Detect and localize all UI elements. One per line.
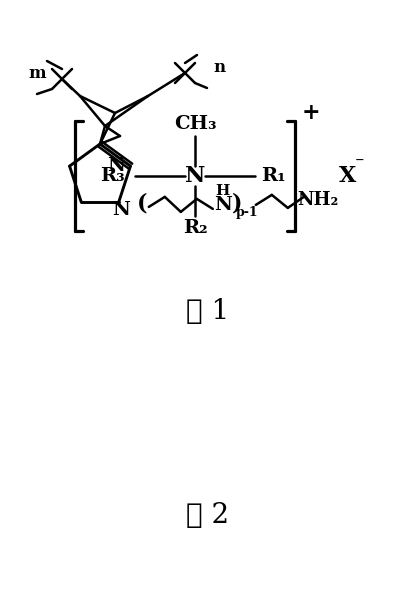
Text: R₃: R₃ xyxy=(100,167,124,185)
Text: 式 1: 式 1 xyxy=(186,298,230,324)
Text: (: ( xyxy=(136,193,147,215)
Text: ⁻: ⁻ xyxy=(355,155,365,173)
Text: +: + xyxy=(301,102,320,124)
Text: CH₃: CH₃ xyxy=(174,115,216,133)
Text: 式 2: 式 2 xyxy=(186,502,230,530)
Text: N: N xyxy=(112,201,130,219)
Text: H: H xyxy=(216,184,230,198)
Text: R₂: R₂ xyxy=(183,219,207,237)
Text: p-1: p-1 xyxy=(236,207,258,219)
Text: N: N xyxy=(185,165,205,187)
Text: n: n xyxy=(213,59,225,76)
Text: X: X xyxy=(339,165,357,187)
Text: m: m xyxy=(28,65,45,82)
Text: N: N xyxy=(214,196,232,214)
Text: ): ) xyxy=(231,193,242,215)
Text: N: N xyxy=(108,157,126,175)
Text: R₁: R₁ xyxy=(261,167,285,185)
Text: NH₂: NH₂ xyxy=(297,191,339,209)
